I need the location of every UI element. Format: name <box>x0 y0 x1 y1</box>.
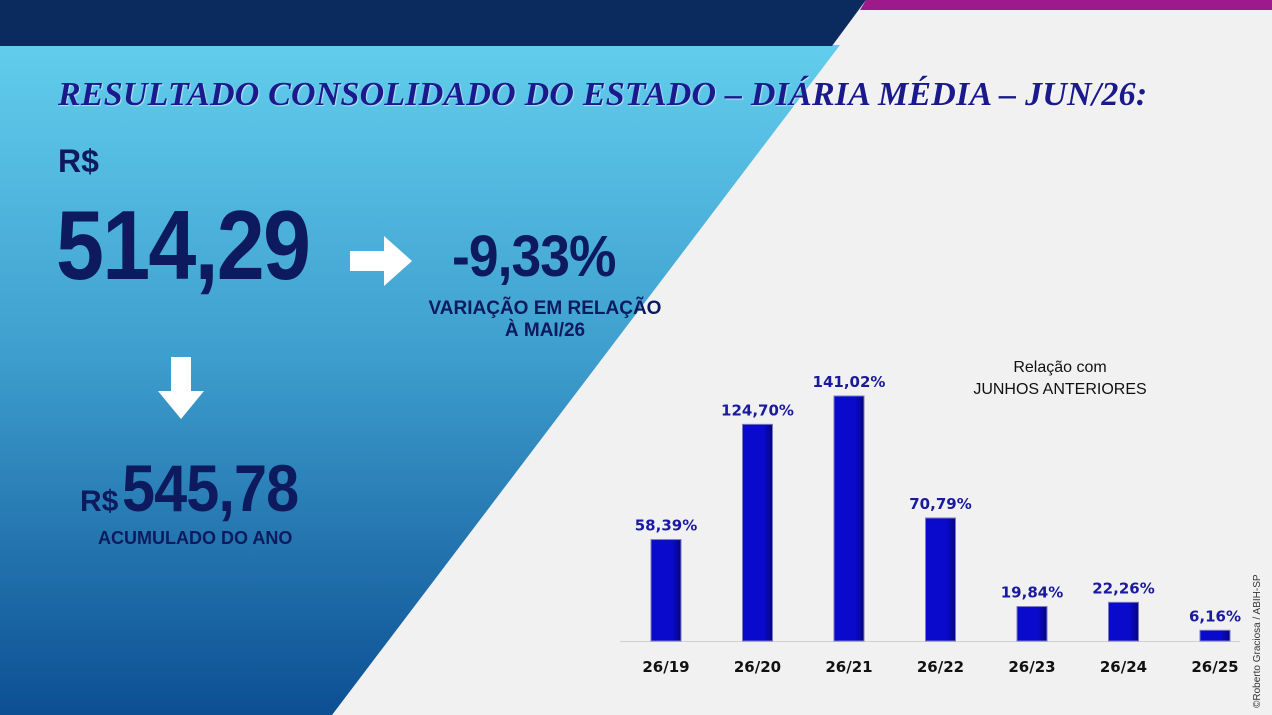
bar-26/24 <box>1108 601 1139 642</box>
bar-26/21 <box>833 395 865 642</box>
variation-label-line2: À MAI/26 <box>504 320 586 341</box>
data-label-26/22: 70,79% <box>909 495 971 513</box>
data-label-26/21: 141,02% <box>813 373 886 391</box>
daily-average-value: 514,29 <box>56 190 311 300</box>
legend-line2: JUNHOS ANTERIORES <box>973 381 1147 398</box>
data-label-26/24: 22,26% <box>1092 579 1154 597</box>
variation-label: VARIAÇÃO EM RELAÇÃO À MAI/26 <box>420 298 670 342</box>
x-tick-26/21: 26/21 <box>825 658 872 676</box>
bar-26/23 <box>1016 606 1048 642</box>
accumulated-row: R$545,78 <box>80 450 318 526</box>
accumulated-label: ACUMULADO DO ANO <box>98 528 293 548</box>
bar-26/20 <box>742 423 773 642</box>
bar-26/22 <box>925 517 956 642</box>
chart-legend: Relação com JUNHOS ANTERIORES <box>950 357 1170 401</box>
x-tick-26/24: 26/24 <box>1100 658 1147 676</box>
legend-line1: Relação com <box>1013 359 1107 376</box>
credit-text: ©Roberto Graciosa / ABIH-SP <box>1252 574 1263 708</box>
currency-label: R$ <box>58 143 99 179</box>
top-magenta-bar <box>860 0 1272 10</box>
x-tick-26/25: 26/25 <box>1191 658 1238 676</box>
x-tick-26/23: 26/23 <box>1008 658 1055 676</box>
top-navy-bar <box>0 0 866 46</box>
data-label-26/20: 124,70% <box>721 401 794 419</box>
blue-panel <box>0 45 840 715</box>
data-label-26/25: 6,16% <box>1189 607 1241 625</box>
accumulated-currency: R$ <box>80 485 119 518</box>
page-title: RESULTADO CONSOLIDADO DO ESTADO – DIÁRIA… <box>58 76 1148 113</box>
x-tick-26/22: 26/22 <box>917 658 964 676</box>
bar-26/25 <box>1199 629 1231 642</box>
variation-label-line1: VARIAÇÃO EM RELAÇÃO <box>428 298 662 319</box>
arrow-right-icon <box>350 236 412 286</box>
data-label-26/23: 19,84% <box>1001 584 1063 602</box>
bar-26/19 <box>650 539 682 642</box>
x-tick-26/20: 26/20 <box>734 658 781 676</box>
data-label-26/19: 58,39% <box>635 517 697 535</box>
x-tick-26/19: 26/19 <box>642 658 689 676</box>
variation-value: -9,33% <box>452 224 616 289</box>
accumulated-value: 545,78 <box>122 451 299 525</box>
arrow-down-icon <box>158 357 204 419</box>
